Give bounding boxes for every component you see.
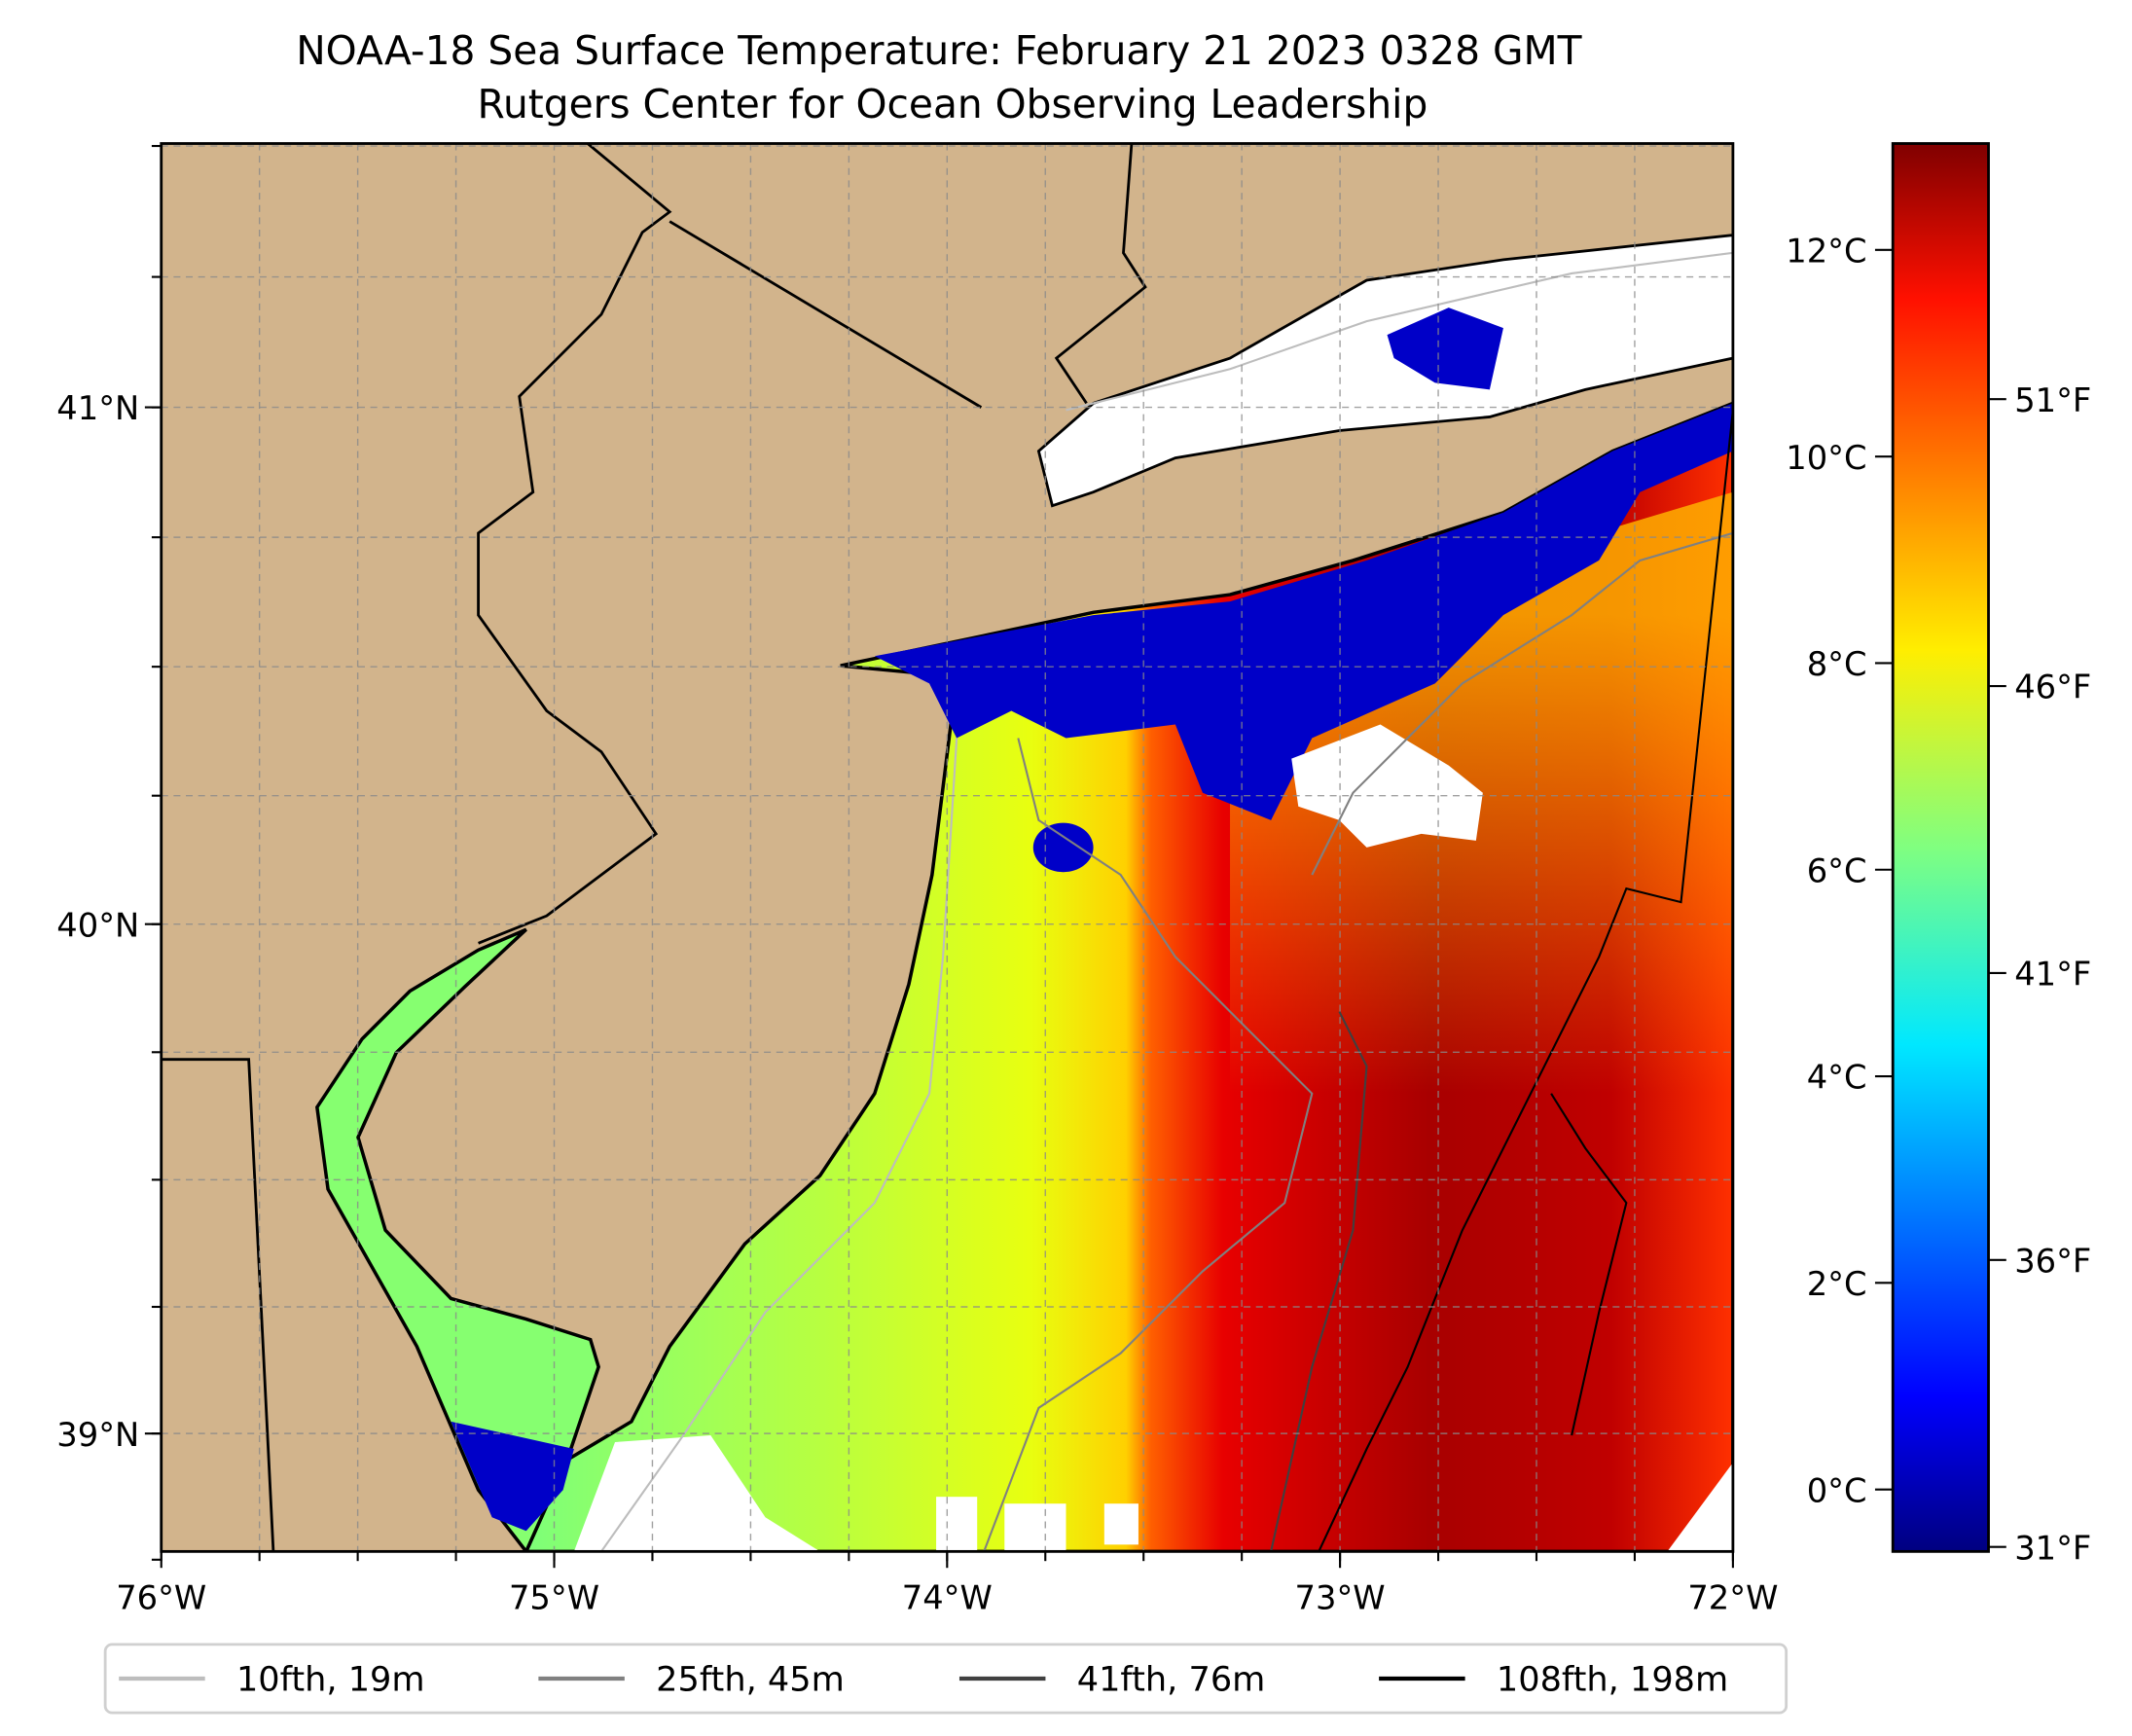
sound-cold-patch [1387,307,1503,390]
gridlines [161,143,1733,1552]
cloud-patch [936,1497,978,1552]
lon-tick-label: 75°W [509,1578,599,1616]
colorbar-fahrenheit-label: 46°F [2014,669,2091,706]
contour-108fth [1318,355,1733,1552]
contour-10fth [1066,251,1733,412]
contour-41fth [1270,1011,1368,1552]
legend-entry-label: 41fth, 76m [1077,1660,1266,1700]
contour-25fth [1311,531,1733,876]
colorbar-celsius-label: 4°C [1807,1059,1867,1097]
colorbar-celsius-label: 12°C [1786,232,1866,270]
long-island-sound [1036,234,1733,508]
legend-entry-label: 25fth, 45m [656,1660,845,1700]
cloud-patch [1103,1503,1138,1545]
state-border [669,220,983,409]
colorbar-fahrenheit-label: 51°F [2014,381,2091,419]
colorbar-fahrenheit-label: 31°F [2014,1529,2091,1567]
cloud-patch [573,1434,820,1552]
legend: 10fth, 19m 25fth, 45m 41fth, 76m 108fth, 19… [103,1643,1789,1715]
colorbar-ticks: 0°C 2°C 4°C 6°C 8°C 10°C 12°C 31°F 36°F 41°F 46°F 5… [1786,232,2091,1567]
cloud-patch [1291,724,1483,848]
chart-title: NOAA-18 Sea Surface Temperature: Februar… [296,27,1581,74]
lat-tick-label: 41°N [56,389,139,427]
lon-tick-label: 73°W [1295,1578,1386,1616]
contour-108fth [1550,1093,1628,1436]
lon-tick-label: 74°W [902,1578,993,1616]
state-border [1054,143,1147,405]
chart-subtitle: Rutgers Center for Ocean Observing Leade… [478,81,1428,127]
contour-25fth [983,738,1314,1552]
cold-eddy [1032,822,1094,873]
state-border [477,143,672,945]
colorbar-celsius-label: 2°C [1807,1265,1867,1303]
delaware-bay [315,927,601,1552]
map-ticks: 76°W 75°W 74°W 73°W 72°W 41°N 40°N 39°N [56,144,1778,1616]
lat-tick-label: 39°N [56,1416,139,1454]
lat-tick-label: 40°N [56,906,139,944]
colorbar-celsius-label: 8°C [1807,645,1867,683]
colorbar-celsius-label: 6°C [1807,851,1867,889]
cold-coastal-band [874,403,1733,820]
legend-entry-label: 10fth, 19m [236,1660,425,1700]
contour-10fth [600,738,958,1552]
colorbar [1891,142,1990,1553]
legend-box [103,1643,1789,1715]
colorbar-fahrenheit-label: 36°F [2014,1242,2091,1280]
colorbar-fahrenheit-label: 41°F [2014,956,2091,994]
cloud-patch [1004,1503,1066,1552]
colorbar-celsius-label: 10°C [1786,439,1866,477]
state-border [161,1058,275,1552]
bay-cold-patch [451,1421,574,1532]
lon-tick-label: 72°W [1687,1578,1778,1616]
map-area [161,143,1733,1552]
colorbar-celsius-label: 0°C [1807,1471,1867,1509]
legend-entry-label: 108fth, 198m [1497,1660,1728,1700]
lon-tick-label: 76°W [116,1578,206,1616]
cloud-patch [1667,1463,1733,1552]
